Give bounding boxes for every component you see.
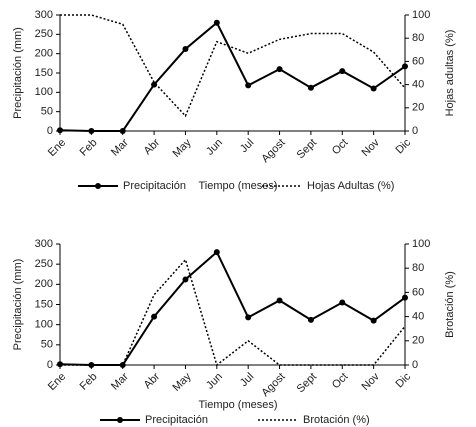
y2-tick-label: 60 (412, 286, 424, 298)
legend-label: Precipitación (145, 414, 208, 426)
x-tick-label: Sept (295, 371, 319, 395)
y2-tick-label: 20 (412, 102, 424, 114)
x-tick-label: Agost (259, 371, 287, 399)
x-tick-label: Feb (78, 137, 100, 159)
point (88, 362, 95, 368)
point (119, 128, 126, 134)
point (276, 297, 283, 304)
y-tick-label: 0 (47, 359, 53, 371)
x-tick-label: Mar (109, 136, 131, 158)
point (182, 46, 189, 53)
point (57, 361, 63, 368)
point (88, 128, 95, 134)
x-tick-label: Jul (238, 137, 256, 155)
series-line (59, 21, 406, 132)
y-tick-label: 300 (35, 238, 53, 250)
point (370, 317, 377, 324)
y2-axis-label: Brotación (%) (444, 271, 456, 338)
x-tick-label: Oct (330, 371, 351, 392)
x-tick-label: Nov (359, 136, 382, 159)
y-axis-label: Precipitación (mm) (12, 259, 24, 351)
y2-tick-label: 0 (412, 359, 418, 371)
x-tick-label: Jul (238, 371, 256, 389)
x-tick-label: Mar (109, 370, 131, 392)
y-tick-label: 50 (41, 106, 53, 118)
legend-marker (117, 417, 123, 423)
x-tick-label: Sept (295, 137, 319, 161)
x-tick-label: Dic (393, 136, 413, 156)
point (151, 313, 158, 320)
point (339, 299, 346, 306)
y-tick-label: 300 (35, 9, 53, 21)
point (182, 276, 189, 283)
y2-tick-label: 80 (412, 262, 424, 274)
point (307, 316, 314, 323)
y2-tick-label: 40 (412, 311, 424, 323)
x-axis-label: Tiempo (meses) (198, 180, 277, 192)
point (307, 84, 314, 91)
y-tick-label: 50 (41, 339, 53, 351)
x-tick-label: Abr (142, 370, 163, 391)
y-tick-label: 100 (35, 86, 53, 98)
point (119, 362, 126, 368)
y-tick-label: 250 (35, 28, 53, 40)
point (370, 85, 377, 92)
x-tick-label: May (170, 136, 194, 160)
y-tick-label: 150 (35, 298, 53, 310)
y-tick-label: 200 (35, 48, 53, 60)
point (213, 19, 220, 26)
y2-tick-label: 20 (412, 335, 424, 347)
x-tick-label: Ene (46, 371, 68, 393)
x-tick-label: Abr (142, 136, 163, 157)
x-tick-label: Nov (359, 370, 382, 393)
legend-label: Hojas Adultas (%) (307, 180, 394, 192)
y-tick-label: 200 (35, 278, 53, 290)
y2-tick-label: 100 (412, 9, 430, 21)
series-line (60, 14, 406, 118)
point (213, 249, 220, 256)
x-axis-label: Tiempo (meses) (198, 399, 277, 411)
series-line (59, 250, 406, 366)
y-axis-label: Precipitación (mm) (12, 27, 24, 119)
point (245, 314, 252, 321)
point (57, 127, 63, 134)
x-tick-label: Dic (393, 370, 413, 390)
y-tick-label: 150 (35, 67, 53, 79)
y2-tick-label: 40 (412, 79, 424, 91)
point (339, 68, 346, 75)
x-tick-label: Ene (46, 137, 68, 159)
x-tick-label: Feb (78, 371, 100, 393)
point (245, 82, 252, 89)
y-tick-label: 100 (35, 319, 53, 331)
x-tick-label: Jun (204, 371, 225, 392)
legend-marker (95, 183, 101, 189)
x-tick-label: Jun (204, 137, 225, 158)
legend-label: Precipitación (123, 180, 186, 192)
x-tick-label: Oct (330, 137, 351, 158)
y2-axis-label: Hojas adultas (%) (444, 30, 456, 117)
y2-tick-label: 60 (412, 55, 424, 67)
series-line (60, 258, 406, 367)
y2-tick-label: 80 (412, 32, 424, 44)
point (402, 294, 408, 301)
x-tick-label: May (170, 370, 194, 394)
point (402, 63, 408, 70)
y-tick-label: 250 (35, 258, 53, 270)
y-tick-label: 0 (47, 125, 53, 137)
y2-tick-label: 100 (412, 238, 430, 250)
legend-label: Brotación (%) (303, 414, 370, 426)
y2-tick-label: 0 (412, 125, 418, 137)
point (151, 81, 158, 88)
point (276, 66, 283, 73)
x-tick-label: Agost (259, 137, 287, 165)
